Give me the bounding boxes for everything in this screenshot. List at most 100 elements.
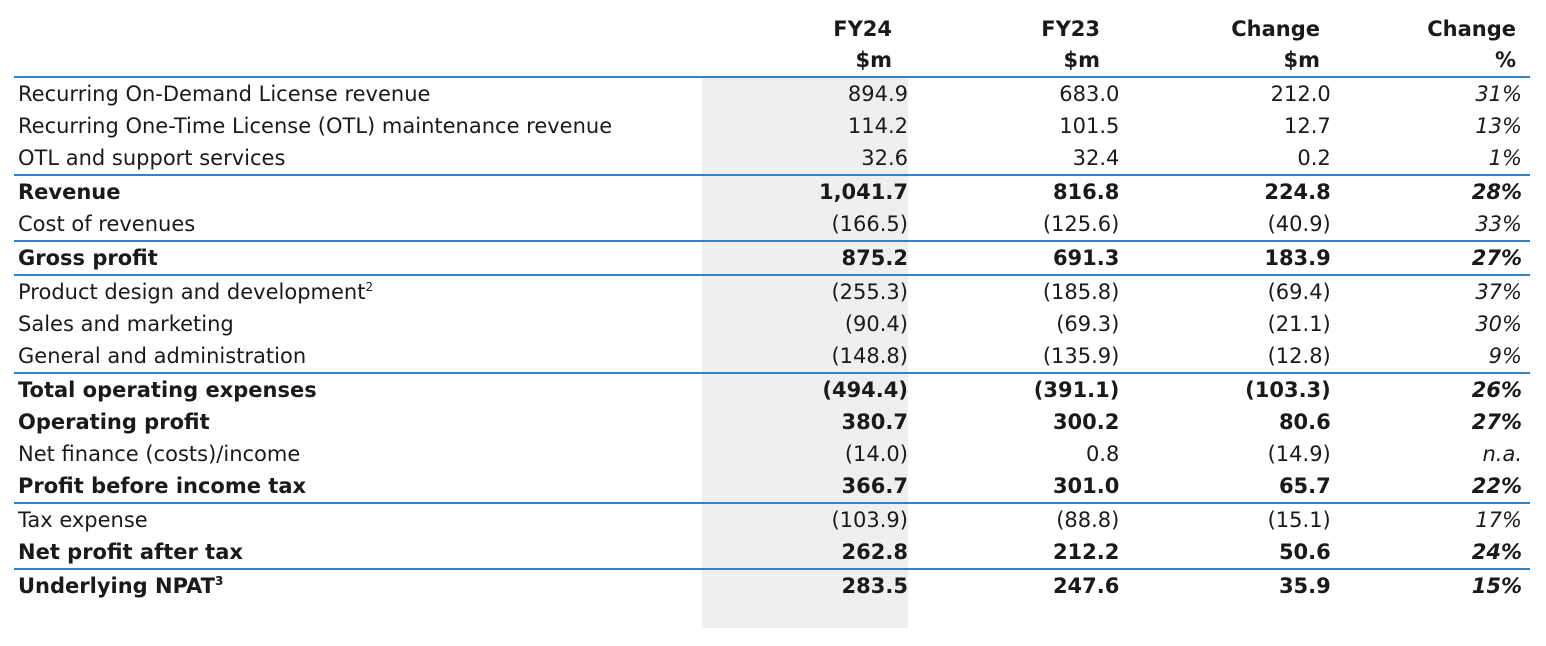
cell-change: (69.4) <box>1135 274 1347 308</box>
table-row: Operating profit 380.7 300.2 80.6 27% <box>14 406 1530 438</box>
cell-fy24: (14.0) <box>844 442 908 466</box>
table-row: General and administration (148.8) (135.… <box>14 340 1530 373</box>
cell-change: 35.9 <box>1135 568 1347 602</box>
cell-fy24: (103.9) <box>712 502 924 536</box>
cell-fy24: (90.4) <box>844 312 908 336</box>
cell-change-pct: 26% <box>1346 372 1530 406</box>
header-change-line2: $m <box>1283 48 1321 72</box>
row-label-text: Underlying NPAT <box>18 574 215 598</box>
table-row: Cost of revenues (166.5) (125.6) (40.9) … <box>14 208 1530 241</box>
cell-change: 212.0 <box>1135 76 1347 110</box>
cell-change: 50.6 <box>1278 540 1331 564</box>
cell-fy23: 101.5 <box>1059 114 1120 138</box>
cell-fy24: (166.5) <box>831 212 908 236</box>
table-row: Product design and development2 (255.3) … <box>14 274 1530 308</box>
cell-change-pct: 27% <box>1346 240 1530 275</box>
table-row: Total operating expenses (494.4) (391.1)… <box>14 372 1530 406</box>
cell-fy23: (69.3) <box>1056 312 1120 336</box>
row-label: Net profit after tax <box>18 540 243 564</box>
cell-change-pct: 27% <box>1471 410 1522 434</box>
cell-change-pct: n.a. <box>1482 442 1522 466</box>
cell-change-pct: 22% <box>1471 474 1522 498</box>
cell-change: 224.8 <box>1135 174 1347 208</box>
cell-change-pct: 24% <box>1471 540 1522 564</box>
row-label: Profit before income tax <box>18 474 307 498</box>
cell-change-pct: 30% <box>1475 312 1522 336</box>
cell-change-pct: 9% <box>1488 344 1522 368</box>
header-fy24-line2: $m <box>855 48 893 72</box>
table-row: Net profit after tax 262.8 212.2 50.6 24… <box>14 536 1530 569</box>
cell-fy23: 212.2 <box>1052 540 1120 564</box>
header-fy24: FY24 $m <box>702 14 892 76</box>
table-row: Underlying NPAT3 283.5 247.6 35.9 15% <box>14 568 1530 602</box>
cell-change-pct: 28% <box>1346 174 1530 208</box>
row-label: OTL and support services <box>18 146 286 170</box>
cell-change-pct: 1% <box>1488 146 1522 170</box>
cell-fy24: 894.9 <box>712 76 924 110</box>
row-label: Recurring One-Time License (OTL) mainten… <box>18 114 613 138</box>
row-label: Product design and development2 <box>14 274 713 308</box>
cell-fy23: (88.8) <box>923 502 1136 536</box>
cell-fy24: 262.8 <box>841 540 908 564</box>
cell-change-pct: 15% <box>1346 568 1530 602</box>
row-label-text: Product design and development <box>18 280 366 304</box>
row-label: General and administration <box>18 344 307 368</box>
cell-fy24: 32.6 <box>861 146 908 170</box>
cell-fy23: 816.8 <box>923 174 1136 208</box>
cell-change-pct: 37% <box>1346 274 1530 308</box>
cell-change-pct: 31% <box>1346 76 1530 110</box>
cell-change-pct: 17% <box>1346 502 1530 536</box>
income-statement-table: Recurring On-Demand License revenue 894.… <box>14 76 1530 602</box>
table-row: Tax expense (103.9) (88.8) (15.1) 17% <box>14 502 1530 536</box>
row-label: Cost of revenues <box>18 212 196 236</box>
header-change-pct-line1: Change <box>1427 17 1516 41</box>
header-fy23-line1: FY23 <box>1041 17 1100 41</box>
cell-fy23: 691.3 <box>923 240 1136 275</box>
cell-change-pct: 13% <box>1475 114 1522 138</box>
cell-change: 12.7 <box>1284 114 1331 138</box>
header-fy24-line1: FY24 <box>833 17 892 41</box>
header-change: Change $m <box>1120 14 1320 76</box>
cell-fy24: 366.7 <box>841 474 908 498</box>
row-label: Operating profit <box>18 410 210 434</box>
cell-change: 183.9 <box>1135 240 1347 275</box>
cell-fy23: 301.0 <box>1052 474 1120 498</box>
footnote-marker: 2 <box>365 280 374 294</box>
cell-fy23: 0.8 <box>1085 442 1120 466</box>
cell-fy24: (494.4) <box>712 372 924 406</box>
footnote-marker: 3 <box>215 574 224 588</box>
cell-change: (15.1) <box>1135 502 1347 536</box>
header-fy23: FY23 $m <box>910 14 1100 76</box>
cell-fy23: 247.6 <box>923 568 1136 602</box>
cell-change: (40.9) <box>1267 212 1331 236</box>
table-row: Recurring One-Time License (OTL) mainten… <box>14 110 1530 142</box>
row-label: Tax expense <box>14 502 713 536</box>
cell-fy24: 283.5 <box>712 568 924 602</box>
cell-fy24: 875.2 <box>712 240 924 275</box>
cell-change: (103.3) <box>1135 372 1347 406</box>
header-change-line1: Change <box>1231 17 1320 41</box>
row-label: Total operating expenses <box>14 372 713 406</box>
table-row: Sales and marketing (90.4) (69.3) (21.1)… <box>14 308 1530 340</box>
cell-fy24: 380.7 <box>841 410 908 434</box>
cell-fy23: 300.2 <box>1052 410 1120 434</box>
header-change-pct: Change % <box>1336 14 1516 76</box>
header-fy23-line2: $m <box>1063 48 1101 72</box>
cell-change: (12.8) <box>1267 344 1331 368</box>
table-row: Revenue 1,041.7 816.8 224.8 28% <box>14 174 1530 208</box>
table-row: OTL and support services 32.6 32.4 0.2 1… <box>14 142 1530 175</box>
row-label: Gross profit <box>14 240 713 275</box>
table-row: Net finance (costs)/income (14.0) 0.8 (1… <box>14 438 1530 470</box>
row-label: Underlying NPAT3 <box>14 568 713 602</box>
cell-fy23: 32.4 <box>1072 146 1120 170</box>
fy24-column-shading <box>702 78 908 628</box>
header-change-pct-line2: % <box>1494 48 1516 72</box>
row-label: Sales and marketing <box>18 312 234 336</box>
cell-fy23: 683.0 <box>923 76 1136 110</box>
cell-fy24: (148.8) <box>831 344 908 368</box>
cell-change-pct: 33% <box>1475 212 1522 236</box>
table-row: Recurring On-Demand License revenue 894.… <box>14 76 1530 110</box>
cell-fy24: 114.2 <box>847 114 908 138</box>
cell-change: (21.1) <box>1267 312 1331 336</box>
cell-change: 65.7 <box>1278 474 1331 498</box>
